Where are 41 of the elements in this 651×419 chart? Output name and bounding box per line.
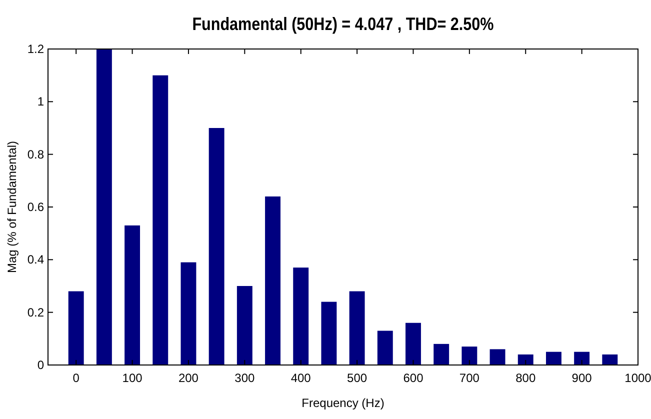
x-tick-label: 1000 xyxy=(624,371,651,385)
y-tick-label: 0 xyxy=(37,358,44,372)
bar xyxy=(377,330,393,365)
y-tick-label: 1.2 xyxy=(27,42,44,56)
bar xyxy=(68,291,84,365)
bar xyxy=(490,349,506,365)
bar xyxy=(406,322,421,365)
bar xyxy=(602,354,618,365)
y-tick-label: 0.6 xyxy=(27,200,44,214)
bar xyxy=(208,128,224,365)
bar xyxy=(96,49,112,365)
x-tick-label: 200 xyxy=(178,371,199,385)
bar xyxy=(152,75,168,365)
y-tick-label: 0.8 xyxy=(27,147,44,162)
bar xyxy=(462,346,478,365)
bar xyxy=(265,196,280,365)
x-tick-label: 700 xyxy=(459,371,480,385)
x-tick-label: 300 xyxy=(234,371,255,385)
x-tick-label: 0 xyxy=(72,371,80,385)
chart-title: Fundamental (50Hz) = 4.047 , THD= 2.50% xyxy=(192,14,494,34)
y-tick-label: 0.4 xyxy=(27,252,44,267)
y-tick-label: 1 xyxy=(37,94,44,109)
bar xyxy=(236,286,252,365)
x-tick-label: 500 xyxy=(347,371,368,385)
bar xyxy=(321,302,337,365)
bar xyxy=(124,225,140,365)
bar xyxy=(434,344,450,365)
bar xyxy=(349,291,365,365)
x-tick-label: 600 xyxy=(403,371,424,385)
x-tick-label: 100 xyxy=(122,371,143,385)
x-tick-label: 400 xyxy=(290,371,312,385)
bar xyxy=(293,268,309,365)
bar xyxy=(518,354,534,365)
y-tick-label: 0.2 xyxy=(27,305,44,320)
x-tick-label: 900 xyxy=(572,371,592,385)
bar xyxy=(546,352,562,365)
bar xyxy=(180,262,196,365)
bar xyxy=(574,352,590,365)
y-axis-title: Mag (% of Fundamental) xyxy=(5,140,19,274)
x-tick-label: 800 xyxy=(516,371,536,385)
x-axis-title: Frequency (Hz) xyxy=(302,396,384,410)
